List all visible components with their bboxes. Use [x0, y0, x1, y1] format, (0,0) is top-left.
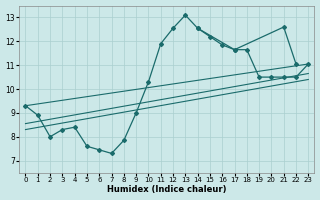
X-axis label: Humidex (Indice chaleur): Humidex (Indice chaleur)	[107, 185, 227, 194]
